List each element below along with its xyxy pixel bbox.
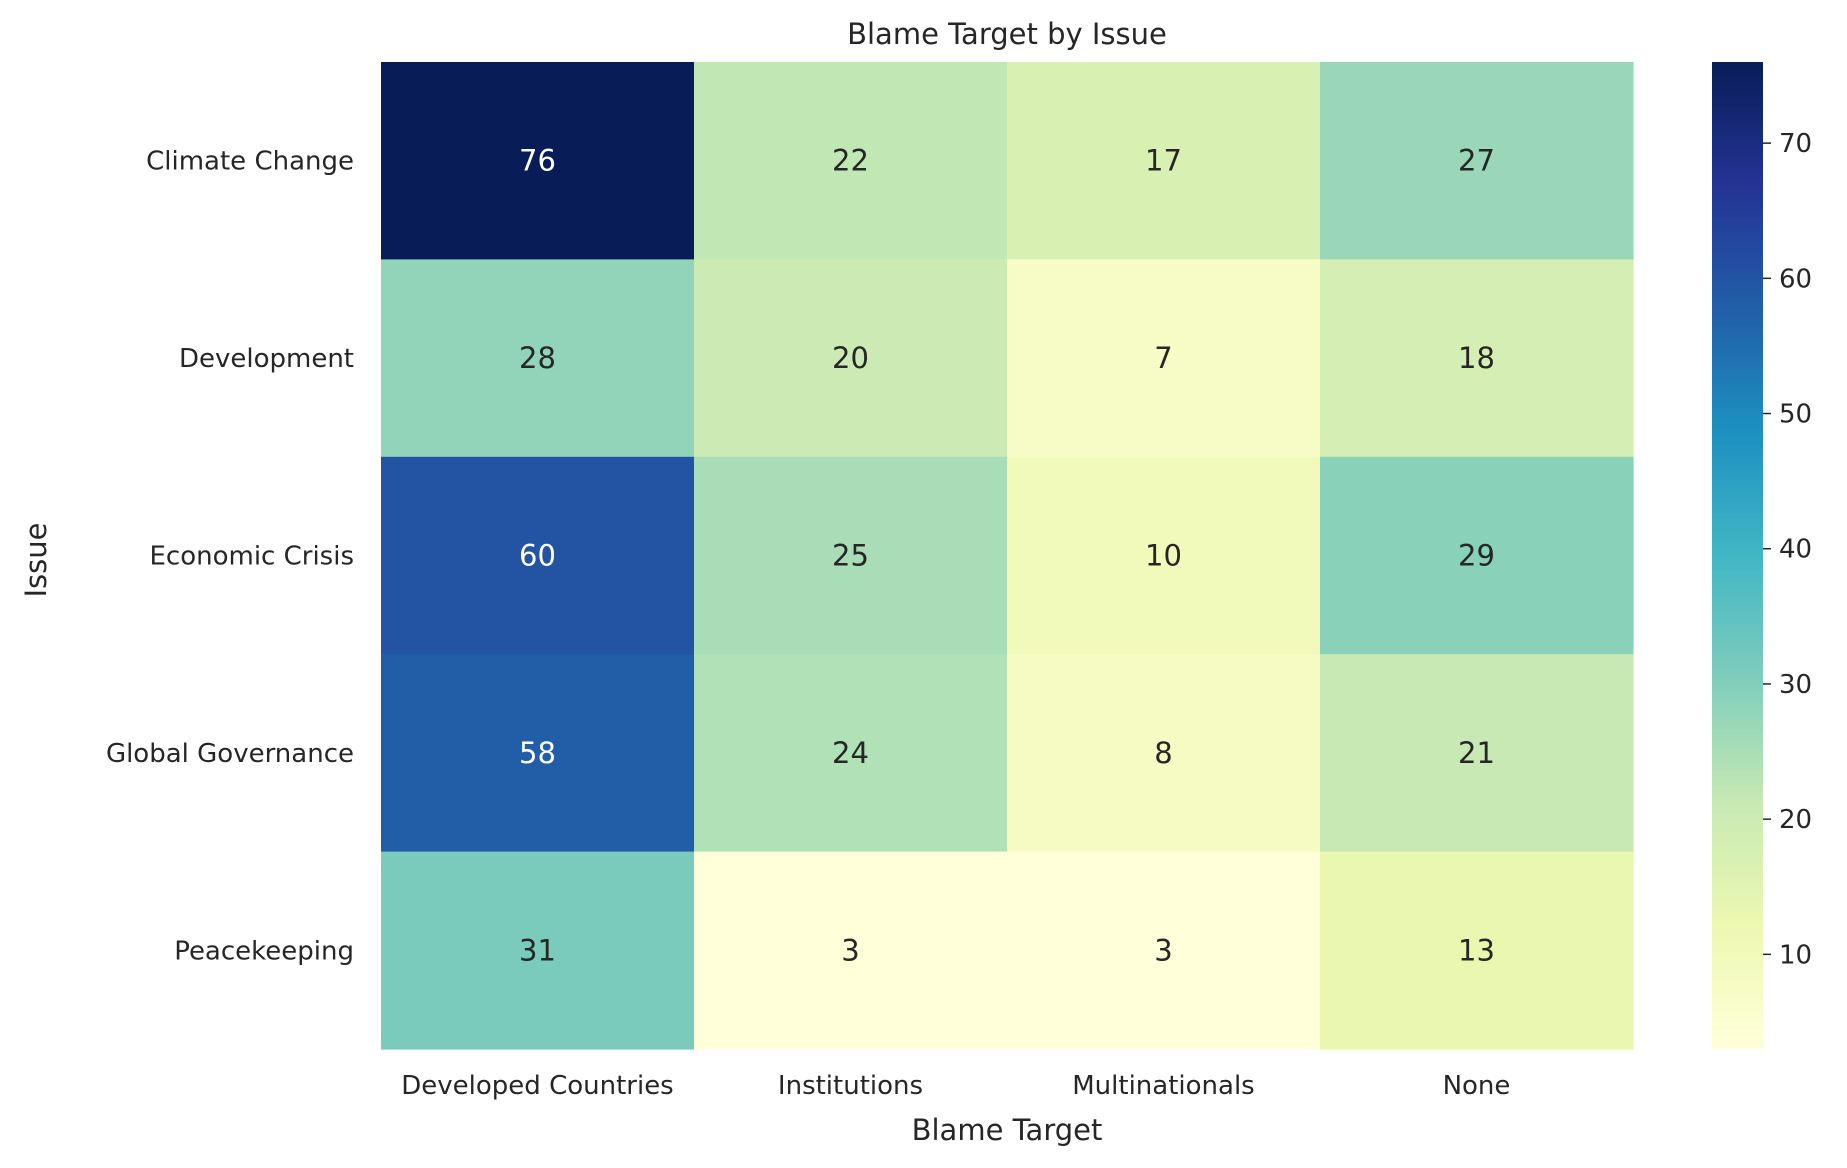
y-tick-label: Climate Change (146, 147, 354, 177)
colorbar-ticks: 10 20 30 40 50 60 70 (1763, 129, 1812, 970)
cell-value-label: 18 (1458, 341, 1495, 375)
colorbar: 10 20 30 40 50 60 70 (1712, 62, 1812, 1049)
y-tick-label: Economic Crisis (149, 542, 354, 572)
colorbar-tick-label: 60 (1779, 264, 1812, 294)
heatmap-cell (1007, 62, 1321, 260)
y-axis-label: Issue (19, 523, 53, 598)
heatmap-cell (694, 62, 1008, 260)
cell-value-label: 17 (1145, 144, 1182, 178)
y-tick-label: Global Governance (106, 739, 354, 769)
colorbar-gradient (1712, 62, 1763, 1049)
cell-value-label: 22 (832, 144, 869, 178)
cell-value-label: 58 (519, 736, 556, 770)
heatmap-cell (1320, 259, 1634, 458)
colorbar-tick-label: 40 (1779, 535, 1812, 565)
cell-value-label: 3 (841, 933, 859, 967)
heatmap-cell (694, 851, 1008, 1050)
cell-value-label: 10 (1145, 539, 1182, 573)
heatmap-cell (1320, 851, 1634, 1050)
cell-value-label: 31 (519, 933, 556, 967)
heatmap-cell (1320, 654, 1634, 853)
heatmap-cell (1007, 654, 1321, 853)
heatmap-cell (1007, 259, 1321, 458)
heatmap-cell (1320, 62, 1634, 260)
heatmap-cell (381, 851, 695, 1050)
cell-value-label: 7 (1154, 341, 1172, 375)
heatmap-cell (1007, 851, 1321, 1050)
colorbar-tick-label: 70 (1779, 129, 1812, 159)
y-tick-label: Development (179, 344, 354, 374)
heatmap-cell (694, 456, 1008, 655)
cell-value-label: 27 (1458, 144, 1495, 178)
colorbar-tick-label: 10 (1779, 940, 1812, 970)
heatmap-cell (1007, 456, 1321, 655)
cell-value-label: 24 (832, 736, 869, 770)
cell-value-label: 25 (832, 539, 869, 573)
heatmap-cell (381, 456, 695, 655)
cell-value-label: 76 (519, 144, 556, 178)
heatmap-cell (381, 259, 695, 458)
x-tick-label: Developed Countries (401, 1071, 673, 1101)
y-tick-labels: Climate Change Development Economic Crisis… (106, 147, 354, 967)
cell-value-label: 8 (1154, 736, 1172, 770)
colorbar-tick-label: 50 (1779, 400, 1812, 430)
cell-value-label: 29 (1458, 539, 1495, 573)
heatmap-cell (1320, 456, 1634, 655)
cell-value-label: 28 (519, 341, 556, 375)
heatmap-cell (694, 259, 1008, 458)
y-tick-label: Peacekeeping (174, 936, 354, 966)
x-tick-label: None (1443, 1071, 1511, 1101)
cell-value-label: 13 (1458, 933, 1495, 967)
cell-value-label: 21 (1458, 736, 1495, 770)
x-axis-label: Blame Target (912, 1113, 1103, 1147)
colorbar-tick-label: 30 (1779, 670, 1812, 700)
colorbar-tick-label: 20 (1779, 805, 1812, 835)
heatmap-cell (381, 654, 695, 853)
chart-title: Blame Target by Issue (847, 17, 1167, 51)
heatmap-cell (694, 654, 1008, 853)
x-tick-labels: Developed Countries Institutions Multinati… (401, 1071, 1510, 1101)
cell-value-label: 3 (1154, 933, 1172, 967)
x-tick-label: Institutions (778, 1071, 923, 1101)
x-tick-label: Multinationals (1072, 1071, 1254, 1101)
cell-value-label: 20 (832, 341, 869, 375)
heatmap-cell (381, 62, 695, 260)
cell-value-label: 60 (519, 539, 556, 573)
